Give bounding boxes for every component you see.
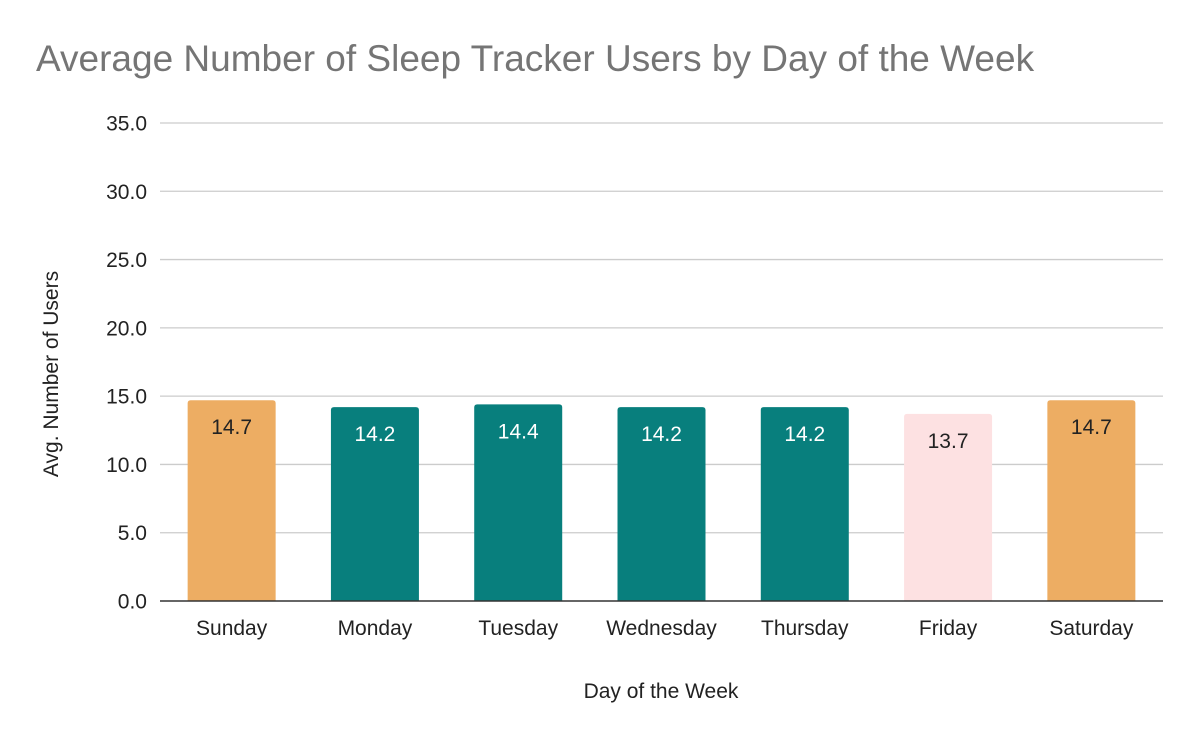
- data-label: 14.7: [211, 416, 252, 439]
- bar-friday: [904, 413, 993, 601]
- x-tick-label: Thursday: [761, 617, 849, 640]
- bar-sunday: [187, 400, 276, 601]
- data-label: 14.2: [354, 423, 395, 446]
- bar-tuesday: [474, 404, 563, 601]
- x-axis-title: Day of the Week: [584, 680, 739, 703]
- y-tick-label: 25.0: [106, 249, 147, 272]
- bar-thursday: [760, 407, 849, 601]
- y-tick-label: 30.0: [106, 181, 147, 204]
- y-tick-label: 5.0: [118, 522, 147, 545]
- data-label: 13.7: [928, 430, 969, 453]
- bar-monday: [330, 407, 419, 601]
- data-label: 14.7: [1071, 416, 1112, 439]
- y-tick-label: 20.0: [106, 317, 147, 340]
- y-tick-label: 35.0: [106, 113, 147, 136]
- bar-saturday: [1047, 400, 1136, 601]
- y-tick-label: 15.0: [106, 386, 147, 409]
- bars: [187, 400, 1136, 601]
- x-tick-label: Monday: [338, 617, 413, 640]
- data-label: 14.2: [641, 423, 682, 446]
- x-tick-label: Friday: [919, 617, 978, 640]
- chart-title: Average Number of Sleep Tracker Users by…: [36, 38, 1035, 79]
- x-tick-label: Saturday: [1049, 617, 1134, 640]
- y-tick-label: 0.0: [118, 591, 147, 614]
- x-tick-label: Tuesday: [478, 617, 558, 640]
- data-label: 14.2: [784, 423, 825, 446]
- bar-wednesday: [617, 407, 706, 601]
- y-axis-title: Avg. Number of Users: [40, 271, 63, 477]
- y-tick-label: 10.0: [106, 454, 147, 477]
- x-tick-label: Wednesday: [606, 617, 717, 640]
- labels: 0.0 5.0 10.0 15.0 20.0 25.0 30.0 35.0 14.7 Sunday…: [106, 113, 1134, 641]
- data-label: 14.4: [498, 420, 539, 443]
- x-tick-label: Sunday: [196, 617, 268, 640]
